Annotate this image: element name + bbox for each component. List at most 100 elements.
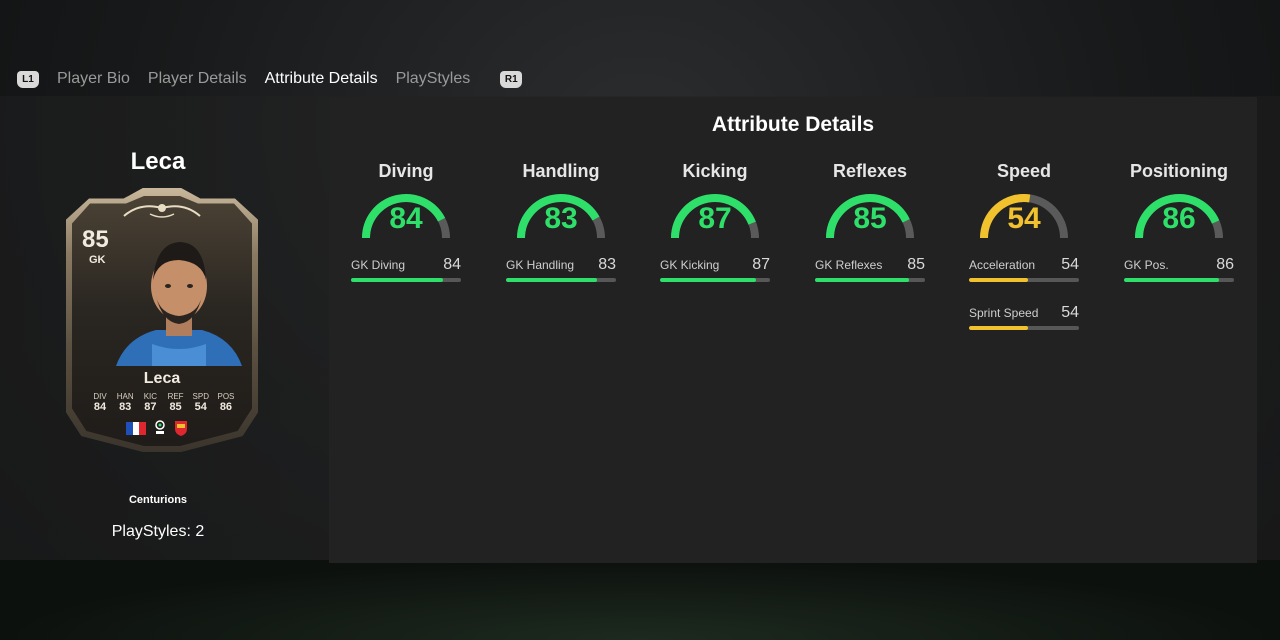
attribute-value: 86 — [1162, 202, 1196, 235]
tab-player-bio[interactable]: Player Bio — [57, 70, 130, 87]
sub-attribute-label: GK Reflexes — [815, 258, 883, 272]
league-logo-icon — [155, 420, 165, 434]
card-stat: DIV 84 — [88, 392, 112, 413]
attribute-gauge: 83 — [496, 186, 626, 244]
sub-attribute-label: Acceleration — [969, 258, 1036, 272]
sub-attribute-label: GK Kicking — [660, 258, 720, 272]
sub-attribute-bar — [660, 278, 770, 282]
attribute-gauge: 87 — [650, 186, 780, 244]
card-stat-label: DIV — [93, 392, 107, 401]
card-stat-value: 83 — [119, 401, 132, 413]
sub-attribute-value: 54 — [1061, 304, 1079, 321]
card-stat-label: REF — [167, 392, 184, 401]
attribute-title: Kicking — [682, 161, 748, 181]
attribute-title: Reflexes — [832, 161, 908, 181]
gauge-fill — [1135, 194, 1220, 239]
card-stat-value: 87 — [144, 401, 157, 413]
tab-player-details[interactable]: Player Details — [147, 70, 247, 87]
sub-attribute: GK Kicking 87 — [660, 256, 770, 282]
player-portrait-icon — [116, 242, 242, 366]
attribute-column: Positioning 86 GK Pos. 86 — [1114, 161, 1244, 282]
sub-attribute-value: 83 — [598, 256, 616, 273]
attribute-panel: Attribute Details Diving 84 GK Diving 84 Han… — [329, 97, 1257, 563]
player-name: Leca — [130, 148, 186, 175]
sub-attribute-bar — [506, 278, 616, 282]
card-stat: KIC 87 — [138, 392, 162, 413]
sub-attribute-value: 54 — [1061, 256, 1079, 273]
gauge-fill — [826, 194, 910, 239]
tab-playstyles[interactable]: PlayStyles — [395, 70, 471, 87]
attribute-column: Reflexes 85 GK Reflexes 85 — [805, 161, 935, 282]
card-type-label: Centurions — [128, 494, 188, 506]
attribute-gauge: 54 — [959, 186, 1089, 244]
france-flag-icon — [126, 421, 146, 435]
attribute-value: 54 — [1007, 202, 1041, 235]
sub-attribute-label: GK Handling — [506, 258, 575, 272]
card-rating: 85 — [82, 226, 109, 253]
attribute-column: Handling 83 GK Handling 83 — [496, 161, 626, 282]
attribute-value: 87 — [698, 202, 732, 235]
sub-attribute: GK Handling 83 — [506, 256, 616, 282]
attribute-column: Diving 84 GK Diving 84 — [341, 161, 471, 282]
sub-attribute: Acceleration 54 — [969, 256, 1079, 282]
sub-attribute-bar — [969, 278, 1079, 282]
panel-title: Attribute Details — [711, 113, 875, 136]
attribute-value: 83 — [544, 202, 578, 235]
card-stat: POS 86 — [214, 392, 238, 413]
attribute-title: Positioning — [1130, 161, 1228, 181]
sub-attribute-value: 86 — [1216, 256, 1234, 273]
attribute-title: Handling — [522, 161, 600, 181]
l1-button-icon[interactable]: L1 — [17, 70, 39, 88]
card-player-name: Leca — [143, 370, 181, 387]
sub-attribute-bar-fill — [815, 278, 909, 282]
sub-attribute-bar-fill — [969, 326, 1029, 330]
sub-attribute-bar-fill — [351, 278, 444, 282]
sub-attribute-bar — [815, 278, 925, 282]
card-stat-label: HAN — [116, 392, 134, 401]
sub-attribute: GK Diving 84 — [351, 256, 461, 282]
sub-attribute-label: GK Pos. — [1124, 258, 1169, 272]
player-card-inner — [72, 196, 252, 446]
card-stat-value: 84 — [93, 401, 107, 413]
r1-button-icon[interactable]: R1 — [500, 70, 523, 88]
tab-attribute-details[interactable]: Attribute Details — [264, 70, 378, 87]
sub-attribute-value: 85 — [907, 256, 925, 273]
gauge-fill — [517, 194, 600, 239]
sub-attribute-label: Sprint Speed — [969, 306, 1039, 320]
card-stat-value: 85 — [169, 401, 182, 413]
attribute-title: Speed — [996, 161, 1052, 181]
club-crest-icon — [175, 421, 187, 436]
card-stat-value: 54 — [194, 401, 207, 413]
sub-attribute: GK Reflexes 85 — [815, 256, 925, 282]
attribute-title: Diving — [378, 161, 434, 181]
sub-attribute: Sprint Speed 54 — [969, 304, 1079, 330]
card-stat-label: POS — [217, 392, 235, 401]
sub-attribute-label: GK Diving — [351, 258, 406, 272]
sub-attribute-bar-fill — [969, 278, 1029, 282]
sub-attribute-bar — [351, 278, 461, 282]
sub-attribute-value: 84 — [443, 256, 461, 273]
card-stat-label: KIC — [143, 392, 158, 401]
sub-attribute-bar — [1124, 278, 1234, 282]
attribute-value: 84 — [389, 202, 423, 235]
sub-attribute-bar-fill — [506, 278, 598, 282]
gauge-fill — [362, 194, 446, 239]
playstyles-count: PlayStyles: 2 — [111, 523, 205, 540]
sub-attribute: GK Pos. 86 — [1124, 256, 1234, 282]
card-stat-value: 86 — [219, 401, 233, 413]
tab-bar: L1 Player Bio Player Details Attribute D… — [17, 64, 523, 94]
attribute-value: 85 — [853, 202, 887, 235]
card-stats: DIV 84 HAN 83 KIC 87 REF 85 SPD 54 POS 86 — [88, 392, 238, 413]
attribute-gauge: 86 — [1114, 186, 1244, 244]
card-stat: SPD 54 — [189, 392, 213, 413]
card-stat: REF 85 — [164, 392, 188, 413]
background-pitch — [0, 560, 1280, 640]
gauge-fill — [671, 194, 756, 239]
card-position: GK — [89, 254, 106, 266]
attribute-gauge: 84 — [341, 186, 471, 244]
attribute-column: Speed 54 Acceleration 54 Sprint Speed 54 — [959, 161, 1089, 330]
card-badges — [126, 420, 188, 436]
card-stat: HAN 83 — [113, 392, 137, 413]
card-ornament-icon — [123, 204, 201, 218]
sub-attribute-bar-fill — [660, 278, 756, 282]
